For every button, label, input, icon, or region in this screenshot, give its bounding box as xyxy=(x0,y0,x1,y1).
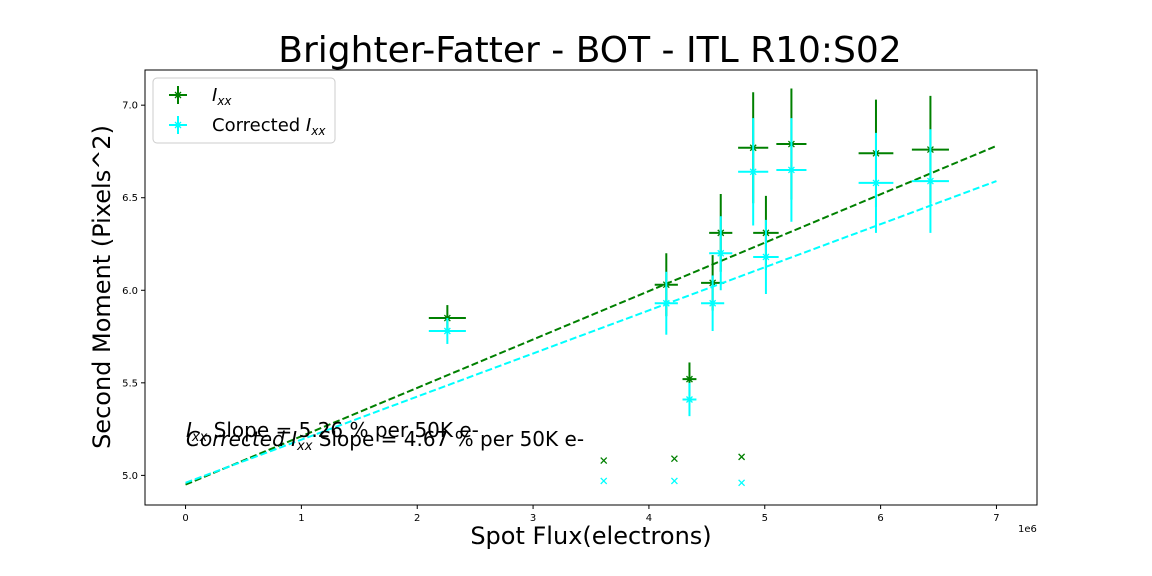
plot-area xyxy=(185,88,997,487)
data-point xyxy=(738,479,746,487)
x-offset-label: 1e6 xyxy=(1018,524,1037,535)
x-tick-label: 0 xyxy=(182,513,188,524)
data-point xyxy=(926,177,934,185)
legend: Ixx Corrected Ixx xyxy=(152,77,336,144)
legend-box xyxy=(152,77,336,144)
data-point xyxy=(686,396,693,403)
y-tick-label: 5.0 xyxy=(122,471,138,482)
x-tick-label: 4 xyxy=(646,513,652,524)
fit-line xyxy=(185,144,997,486)
data-point xyxy=(686,375,693,383)
data-point xyxy=(670,477,678,485)
x-tick-label: 2 xyxy=(414,513,420,524)
data-point xyxy=(662,299,670,307)
data-point xyxy=(787,166,795,174)
plot-frame xyxy=(144,69,1038,506)
y-tick-label: 5.5 xyxy=(122,378,138,389)
x-axis-label: Spot Flux(electrons) xyxy=(470,522,711,550)
x-tick-label: 7 xyxy=(993,513,999,524)
legend-label: Corrected Ixx xyxy=(212,115,326,138)
x-tick-label: 1 xyxy=(298,513,304,524)
x-tick-label: 3 xyxy=(530,513,536,524)
y-tick-label: 7.0 xyxy=(122,101,138,112)
y-axis: 5.0 5.5 6.0 6.5 7.0 xyxy=(122,101,145,482)
data-point xyxy=(670,455,678,463)
legend-marker xyxy=(174,121,182,129)
slope-annotation: Ixx Slope = 5.26 % per 50K e- xyxy=(186,418,479,445)
data-point xyxy=(717,249,725,257)
data-point xyxy=(443,327,451,335)
data-point xyxy=(709,299,717,307)
data-point xyxy=(872,179,880,187)
data-point xyxy=(600,477,608,485)
x-axis: 0 1 2 3 4 5 6 7 xyxy=(182,505,1000,524)
y-tick-label: 6.0 xyxy=(122,286,138,297)
y-axis-label: Second Moment (Pixels^2) xyxy=(88,125,116,449)
legend-marker xyxy=(174,91,182,99)
data-point xyxy=(749,168,757,176)
slope-annotation: Corrected Ixx Slope = 4.67 % per 50K e- xyxy=(186,427,584,454)
y-tick-label: 6.5 xyxy=(122,193,138,204)
series-1 xyxy=(185,118,997,487)
data-point xyxy=(738,453,746,461)
x-tick-label: 6 xyxy=(877,513,883,524)
fit-line xyxy=(185,180,997,484)
data-point xyxy=(600,457,608,465)
x-tick-label: 5 xyxy=(762,513,768,524)
data-point xyxy=(762,253,770,261)
chart-title: Brighter-Fatter - BOT - ITL R10:S02 xyxy=(278,30,901,71)
annotations: Ixx Slope = 5.26 % per 50K e-Corrected I… xyxy=(186,418,584,454)
legend-label: Ixx xyxy=(212,85,232,108)
